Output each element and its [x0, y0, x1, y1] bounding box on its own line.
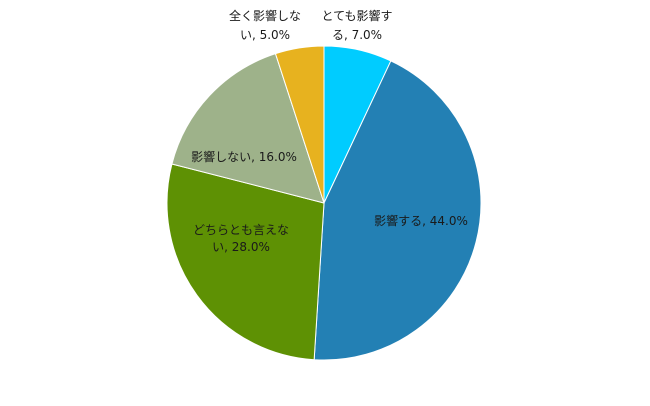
data-label-3-line-2: い, 28.0% [212, 240, 270, 254]
data-label-3: どちらとも言えない, 28.0% [193, 223, 289, 254]
data-label-4: 影響しない, 16.0% [191, 149, 297, 164]
data-label-2: 影響する, 44.0% [374, 213, 468, 228]
pie-slice-4 [171, 53, 325, 204]
pie-slice-2 [313, 60, 482, 361]
data-label-2-line-1: 影響する, 44.0% [374, 213, 468, 228]
data-label-1-line-1: とても影響す [321, 8, 392, 23]
data-label-5-line-2: い, 5.0% [240, 28, 290, 42]
data-label-1: とても影響する, 7.0% [321, 8, 392, 42]
data-label-4-line-1: 影響しない, 16.0% [191, 149, 297, 164]
pie-slice-5 [274, 45, 325, 204]
data-label-5-line-1: 全く影響しな [229, 8, 301, 23]
pie-slices [166, 45, 482, 361]
data-label-5: 全く影響しない, 5.0% [229, 8, 301, 42]
data-label-3-line-1: どちらとも言えな [193, 223, 289, 237]
pie-data-labels: とても影響する, 7.0% 影響する, 44.0% どちらとも言えない, 28.0%… [191, 8, 468, 254]
data-label-1-line-2: る, 7.0% [332, 28, 382, 42]
pie-slice-3 [166, 163, 325, 361]
